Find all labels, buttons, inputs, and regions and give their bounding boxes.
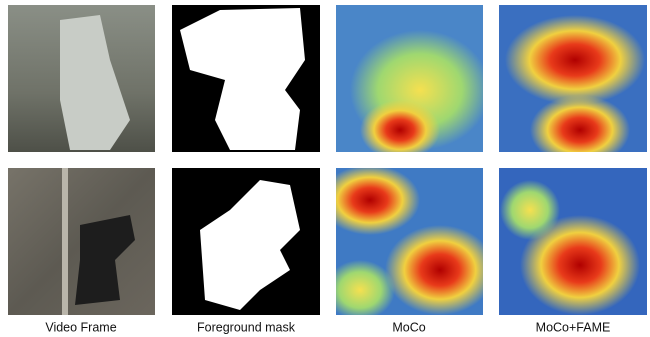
pole — [62, 168, 68, 315]
heatmap — [499, 168, 647, 315]
heat-region — [505, 15, 645, 105]
figure: Video Frame Foreground mask MoCo MoCo+FA… — [0, 0, 650, 337]
heat-region — [385, 225, 495, 315]
column-label: Video Frame — [45, 320, 116, 334]
heat-region — [360, 100, 440, 160]
column-label: MoCo+FAME — [536, 320, 611, 334]
column-label: MoCo — [392, 320, 425, 334]
heat-region — [320, 165, 420, 235]
page: Video Frame Foreground mask MoCo MoCo+FA… — [0, 0, 650, 337]
heatmap — [320, 165, 495, 320]
column-label: Foreground mask — [197, 320, 296, 334]
heat-region — [500, 180, 560, 240]
heatmap — [336, 5, 490, 160]
heat-region — [325, 260, 395, 320]
heatmap — [499, 5, 647, 165]
heat-region — [530, 95, 630, 165]
